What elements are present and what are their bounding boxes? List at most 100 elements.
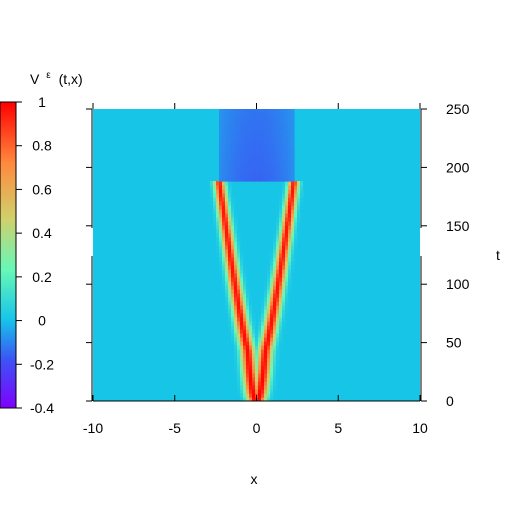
heat-cell [282, 245, 286, 250]
heat-cell [270, 129, 274, 134]
heat-cell [270, 373, 274, 378]
heat-cell [294, 229, 298, 234]
heat-cell [234, 137, 238, 142]
heat-cell [234, 125, 238, 130]
heat-cell [225, 221, 229, 226]
heat-cell [285, 257, 289, 262]
heat-cell [240, 341, 244, 346]
heat-cell [261, 333, 265, 338]
heat-cell [249, 165, 253, 170]
heat-cell [279, 225, 283, 230]
heat-cell [267, 173, 271, 178]
heat-cell [222, 205, 226, 210]
heat-cell [219, 205, 223, 210]
heat-cell [234, 321, 238, 326]
heat-cell [234, 309, 238, 314]
heat-cell [225, 277, 229, 282]
heat-cell [237, 125, 241, 130]
heat-cell [285, 129, 289, 134]
heat-cell [243, 293, 247, 298]
heat-cell [246, 173, 250, 178]
heat-cell [216, 245, 220, 250]
x-tick-label: -10 [83, 420, 103, 436]
heat-cell [264, 397, 268, 401]
heat-cell [282, 201, 286, 206]
heat-cell [267, 265, 271, 270]
heat-cell [237, 245, 241, 250]
heat-cell [279, 229, 283, 234]
heat-cell [285, 153, 289, 158]
heat-cell [222, 129, 226, 134]
heat-cell [258, 169, 262, 174]
heat-cell [273, 329, 277, 334]
heat-cell [273, 337, 277, 342]
heat-cell [252, 177, 256, 182]
heat-cell [267, 305, 271, 310]
heat-cell [285, 121, 289, 126]
heat-cell [279, 313, 283, 318]
heat-cell [276, 301, 280, 306]
heat-cell [243, 361, 247, 366]
heat-cell [288, 181, 292, 186]
heat-cell [273, 273, 277, 278]
heat-cell [240, 377, 244, 382]
heat-cell [294, 197, 298, 202]
heat-cell [225, 141, 229, 146]
heat-cell [249, 329, 253, 334]
heat-cell [267, 301, 271, 306]
heat-cell [231, 253, 235, 258]
heat-cell [243, 273, 247, 278]
heat-cell [231, 165, 235, 170]
y-axis-label: t [496, 247, 500, 263]
heat-cell [261, 337, 265, 342]
x-tick-label: 0 [253, 420, 261, 436]
heat-cell [261, 173, 265, 178]
heat-cell [261, 381, 265, 386]
heat-cell [261, 109, 265, 114]
heat-cell [258, 353, 262, 358]
heat-cell [270, 169, 274, 174]
heat-cell [258, 385, 262, 390]
heat-cell [249, 161, 253, 166]
heat-cell [252, 125, 256, 130]
heat-cell [228, 173, 232, 178]
heat-cell [267, 369, 271, 374]
heat-cell [240, 125, 244, 130]
heat-cell [225, 137, 229, 142]
heat-cell [285, 265, 289, 270]
heat-cell [300, 193, 304, 198]
heat-cell [252, 117, 256, 122]
heat-cell [279, 289, 283, 294]
heat-cell [240, 109, 244, 114]
heat-cell [252, 169, 256, 174]
heat-cell [291, 225, 295, 230]
colorbar-label: V ε (t,x) [30, 65, 83, 87]
heat-cell [231, 273, 235, 278]
heat-cell [276, 133, 280, 138]
heat-cell [288, 193, 292, 198]
heat-cell [225, 269, 229, 274]
heat-cell [273, 385, 277, 390]
heat-cell [261, 141, 265, 146]
heat-cell [255, 113, 259, 118]
heat-cell [231, 225, 235, 230]
heat-cell [237, 153, 241, 158]
heat-cell [237, 357, 241, 362]
heat-cell [243, 357, 247, 362]
heat-cell [219, 213, 223, 218]
heat-cell [219, 249, 223, 254]
heat-cell [291, 229, 295, 234]
heat-cell [234, 265, 238, 270]
heat-cell [225, 165, 229, 170]
heat-cell [243, 141, 247, 146]
heat-cell [222, 173, 226, 178]
heat-cell [252, 389, 256, 394]
heat-cell [273, 381, 277, 386]
heat-cell [228, 301, 232, 306]
heat-cell [261, 309, 265, 314]
heat-cell [228, 305, 232, 310]
heat-cell [261, 325, 265, 330]
heat-cell [285, 269, 289, 274]
heat-cell [240, 325, 244, 330]
heat-cell [261, 297, 265, 302]
